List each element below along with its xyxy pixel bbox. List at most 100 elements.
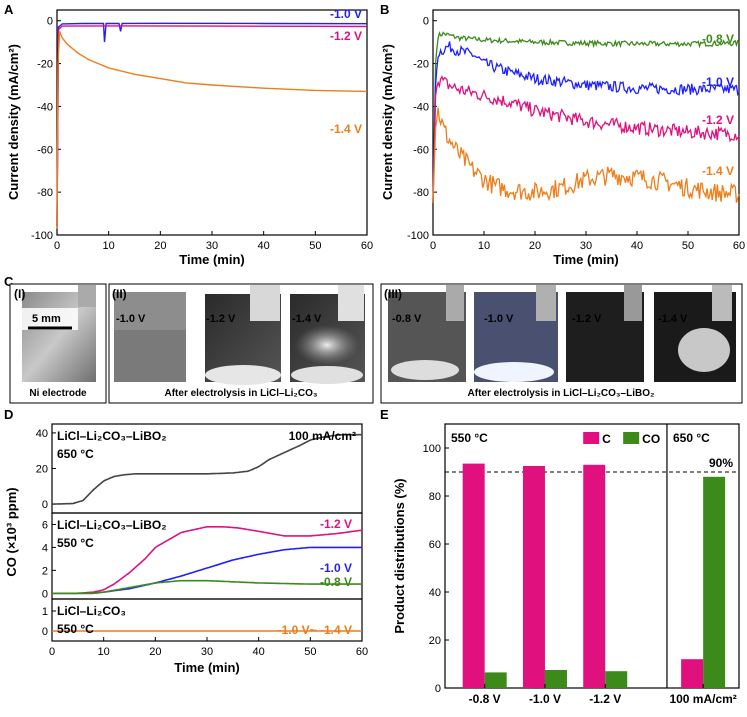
chart-b-xtick-label: 0 — [430, 240, 436, 252]
chart-e-xtick-label: -0.8 V — [469, 692, 501, 706]
chart-a-series-line — [56, 22, 368, 227]
photo-iii-4-deposit — [678, 328, 730, 372]
chart-d-sub1-ytick-label: 20 — [36, 464, 48, 476]
chart-b-ytick-label: -40 — [413, 101, 429, 113]
photo-ii-3-salt — [291, 366, 363, 384]
photo-iii-4-voltage: -1.4 V — [658, 313, 688, 325]
chart-d-series-label: -0.8 V — [320, 575, 352, 589]
chart-e-bar — [605, 671, 628, 688]
chart-d-series-line — [52, 433, 362, 505]
ni-electrode-tab — [78, 285, 96, 307]
chart-d-series-label: -1.2 V — [320, 517, 352, 531]
photo-iii-4-tab — [712, 285, 732, 321]
chart-d-sub2-electrolyte: LiCl–Li₂CO₃–LiBO₂ — [57, 518, 167, 532]
chart-a-ytick-label: -100 — [31, 230, 53, 242]
chart-b-ytick-label: -20 — [413, 59, 429, 71]
chart-d-xlabel: Time (min) — [174, 660, 240, 675]
photo-iii-2-tab — [536, 285, 556, 321]
chart-d-sub3-xtick-label: 40 — [253, 646, 265, 658]
chart-b-ytick-label: -60 — [413, 144, 429, 156]
chart-b-xtick-label: 10 — [478, 240, 490, 252]
chart-d-ylabel: CO (×10³ ppm) — [4, 487, 19, 576]
chart-a-xtick-label: 60 — [361, 240, 373, 252]
chart-e-bar — [544, 670, 567, 688]
chart-a-ytick-label: -80 — [37, 187, 53, 199]
chart-d-sub2-ytick-label: 0 — [42, 588, 48, 600]
photo-group-1-caption: Ni electrode — [29, 388, 87, 399]
photo-iii-2-salt — [474, 362, 554, 382]
photo-ii-3-deposit — [295, 325, 359, 365]
panel-label-c: C — [4, 274, 14, 289]
chart-e-ylabel: Product distributions (%) — [392, 478, 407, 633]
photo-ii-1-voltage: -1.0 V — [116, 313, 146, 325]
chart-d-sub3-xtick-label: 60 — [356, 646, 368, 658]
scale-bar-bg — [22, 308, 78, 330]
chart-a-xtick-label: 20 — [154, 240, 166, 252]
chart-a-xtick-label: 10 — [103, 240, 115, 252]
chart-a-xtick-label: 40 — [258, 240, 270, 252]
photo-ii-3-voltage: -1.4 V — [292, 313, 322, 325]
chart-a-series-label: -1.2 V — [330, 29, 362, 43]
chart-b-series-label: -1.2 V — [702, 113, 734, 127]
chart-a-xtick-label: 50 — [309, 240, 321, 252]
chart-d-sub3-ytick-label: 0 — [42, 626, 48, 638]
chart-d-sub1-ytick-label: 0 — [42, 499, 48, 511]
chart-d-sub3-ytick-label: 1 — [42, 606, 48, 618]
chart-b-xtick-label: 20 — [529, 240, 541, 252]
chart-a-xlabel: Time (min) — [179, 252, 245, 267]
chart-b-series-line — [432, 75, 740, 203]
chart-d-sub1-annotation: 100 mA/cm² — [289, 429, 356, 443]
chart-e-bar — [703, 476, 726, 688]
chart-d-sub2-ytick-label: 4 — [42, 542, 48, 554]
photo-iii-1-voltage: -0.8 V — [392, 313, 422, 325]
chart-a-series-label: -1.0 V — [330, 7, 362, 21]
chart-a-plot-frame — [56, 9, 368, 236]
chart-e-xtick-label: 100 mA/cm² — [669, 692, 736, 706]
chart-e-ytick-label: 100 — [423, 443, 441, 455]
chart-d-sub3-xtick-label: 20 — [149, 646, 161, 658]
chart-d-sub3-xtick-label: 0 — [49, 646, 55, 658]
chart-e-bar — [462, 463, 485, 688]
chart-e-group-label: 550 °C — [451, 431, 488, 445]
chart-d-sub2-ytick-label: 6 — [42, 519, 48, 531]
scale-bar-label: 5 mm — [32, 313, 61, 325]
chart-e-ytick-label: 80 — [429, 491, 441, 503]
chart-a-xtick-label: 0 — [54, 240, 60, 252]
photo-ii-1-body — [114, 330, 186, 382]
chart-e-bar — [681, 659, 704, 688]
chart-e-legend-swatch — [623, 432, 640, 444]
photo-group-2-caption: After electrolysis in LiCl–Li₂CO₃ — [165, 388, 318, 399]
panel-label-b: B — [380, 2, 389, 17]
photo-ii-3-tab — [338, 285, 364, 321]
chart-b-xtick-label: 30 — [580, 240, 592, 252]
photo-group-3-roman: (III) — [384, 287, 402, 301]
panel-label-a: A — [4, 2, 14, 17]
chart-e-xtick-label: -1.0 V — [529, 692, 561, 706]
chart-b-series-label: -0.8 V — [702, 32, 734, 46]
chart-d-series-line — [52, 526, 363, 595]
chart-e-bar — [522, 466, 545, 688]
chart-d-sub1-ytick-label: 40 — [36, 428, 48, 440]
chart-b-ytick-label: 0 — [423, 16, 429, 28]
chart-b-series-label: -1.0 V — [702, 75, 734, 89]
photo-group-3-caption: After electrolysis in LiCl–Li₂CO₃–LiBO₂ — [468, 388, 655, 399]
chart-b-xtick-label: 50 — [682, 240, 694, 252]
chart-b-ytick-label: -80 — [413, 187, 429, 199]
chart-b-xtick-label: 60 — [733, 240, 745, 252]
chart-d-sub2-temperature: 550 °C — [57, 536, 94, 550]
panel-label-e: E — [380, 407, 389, 422]
photo-ii-2-tab — [250, 285, 280, 321]
chart-e-ytick-label: 40 — [429, 587, 441, 599]
photo-iii-1-tab — [446, 285, 464, 321]
chart-d-series-line — [52, 579, 362, 595]
chart-d-series-line — [52, 546, 362, 595]
chart-e-group-label: 650 °C — [673, 431, 710, 445]
chart-e-reference-label: 90% — [709, 456, 733, 470]
chart-b-series-line — [432, 41, 740, 203]
chart-a-ytick-label: -20 — [37, 59, 53, 71]
chart-b-series-line — [432, 107, 740, 203]
photo-ii-2-voltage: -1.2 V — [206, 313, 236, 325]
